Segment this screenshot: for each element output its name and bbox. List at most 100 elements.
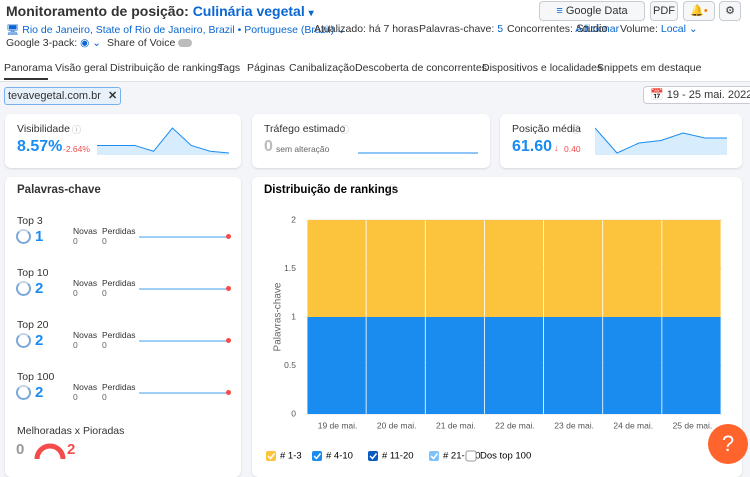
bar [603,220,662,317]
trend-line [139,340,227,342]
label: Google 3-pack: [6,37,78,49]
tab[interactable]: Visão geral [55,62,108,74]
card-label: Tráfego estimado [264,123,346,135]
settings-button[interactable]: ⚙ [719,1,741,21]
x-tick-label: 20 de mai. [377,420,417,430]
row-value: 1 [35,228,44,245]
card-change: -2.64% [63,144,90,154]
row-value: 2 [35,280,44,297]
tab[interactable]: Distribuição de rankings [110,62,223,74]
lost-value: 0 [102,340,107,350]
project-name[interactable]: Culinária vegetal [192,3,305,19]
new-label: Novas [73,278,98,288]
pack-info: Google 3-pack: ◉ ⌄ [6,37,102,49]
sparkline [595,127,727,155]
new-value: 0 [73,340,78,350]
improved-gauge [34,443,66,460]
card-value: 8.57% [17,138,63,155]
bar [603,317,662,414]
notifications-button[interactable]: 🔔• [683,1,715,21]
lost-label: Perdidas [102,330,136,340]
lost-label: Perdidas [102,226,136,236]
x-tick-label: 19 de mai. [318,420,358,430]
bar [484,317,544,414]
location-text[interactable]: Rio de Janeiro, State of Rio de Janeiro,… [22,24,335,36]
new-value: 0 [73,288,78,298]
ring-icon [16,333,31,348]
y-tick-label: 1.5 [284,263,296,273]
data-studio-button[interactable]: ≡ Google Data Studio [539,1,645,35]
page-title: Monitoramento de posição: Culinária vege… [6,3,314,19]
help-button[interactable]: ? [708,424,748,464]
x-tick-label: 24 de mai. [613,420,653,430]
domain: tevavegetal.com.br [8,90,101,102]
share-of-voice[interactable]: Share of Voice [107,37,193,49]
date-picker[interactable]: 📅 19 - 25 mai. 2022 [643,86,750,104]
location[interactable]: 🖥 Rio de Janeiro, State of Rio de Janeir… [6,24,346,36]
label: Google Data Studio [565,5,628,35]
metric-card [252,114,490,168]
card-label: Visibilidade [17,123,70,135]
bar [662,220,721,317]
bar [366,317,425,414]
keywords-info: Palavras-chave: 5 [419,23,503,35]
legend-label: # 1-3 [280,451,302,462]
sparkline [358,152,478,154]
ring-icon [16,385,31,400]
tab-underline [4,78,48,80]
legend-checkbox[interactable] [465,450,477,462]
sparkline-area [97,128,229,155]
y-tick-label: 1 [291,311,296,321]
improved-label: Melhoradas x Pioradas [17,425,125,437]
info-icon: ⓘ [388,184,397,194]
label: Share of Voice [107,37,176,49]
pdf-button[interactable]: PDF [650,1,678,21]
updated: Atualizado: há 7 horas [314,23,419,35]
tab[interactable]: Snippets em destaque [597,62,702,74]
ring-icon [16,281,31,296]
lost-label: Perdidas [102,382,136,392]
row-value: 2 [35,332,44,349]
lost-value: 0 [102,288,107,298]
chart: Distribuição de rankings Palavras-chave … [264,184,722,462]
volume[interactable]: Local [660,23,686,35]
legend-label: # 21-100 [443,451,481,462]
label: Concorrentes: [507,23,573,35]
tab[interactable]: Dispositivos e localidades [482,62,603,74]
chart-title: Distribuição de rankings [264,184,398,196]
tab[interactable]: Descoberta de concorrentes [355,62,487,74]
new-label: Novas [73,330,98,340]
count[interactable]: 5 [497,23,504,35]
legend-checkbox[interactable] [266,451,276,461]
check-mark [430,453,439,460]
title: Monitoramento de posição: [6,3,189,19]
row-label: Top 3 [17,215,43,227]
legend-checkbox[interactable] [429,451,439,461]
bar [543,317,603,414]
x-tick-label: 21 de mai. [436,420,476,430]
card-label: Posição média [512,123,581,135]
metric-card [5,114,241,168]
legend-checkbox[interactable] [312,451,322,461]
tab[interactable]: Panorama [4,62,53,74]
competitors-info: Concorrentes: Adicionar [507,23,619,35]
tab[interactable]: Tags [218,62,241,74]
bar [307,220,366,317]
date-range: 19 - 25 mai. 2022 [666,89,750,101]
bar [662,317,721,414]
y-tick-label: 0 [291,408,296,418]
tab[interactable]: Páginas [247,62,285,74]
x-tick-label: 22 de mai. [495,420,535,430]
add-competitor[interactable]: Adicionar [575,23,619,35]
legend-label: Dos top 100 [480,451,531,462]
x-tick-label: 25 de mai. [673,420,713,430]
y-axis-label: Palavras-chave [273,282,284,351]
tab[interactable]: Canibalização [289,62,355,74]
new-label: Novas [73,382,98,392]
legend-checkbox[interactable] [368,451,378,461]
label: Volume: [620,23,658,35]
info-icon: ⓘ [72,125,82,135]
row-value: 2 [35,384,44,401]
domain-chip[interactable]: tevavegetal.com.br ✕ [4,87,122,105]
trend-dot [226,390,231,395]
